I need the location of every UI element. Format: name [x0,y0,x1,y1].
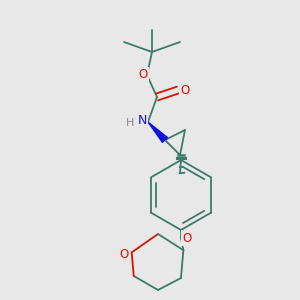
Text: O: O [138,68,148,82]
Text: N: N [137,113,147,127]
Text: O: O [180,83,190,97]
Text: H: H [126,118,134,128]
Polygon shape [148,122,167,142]
Text: O: O [119,248,128,261]
Text: O: O [182,232,192,244]
